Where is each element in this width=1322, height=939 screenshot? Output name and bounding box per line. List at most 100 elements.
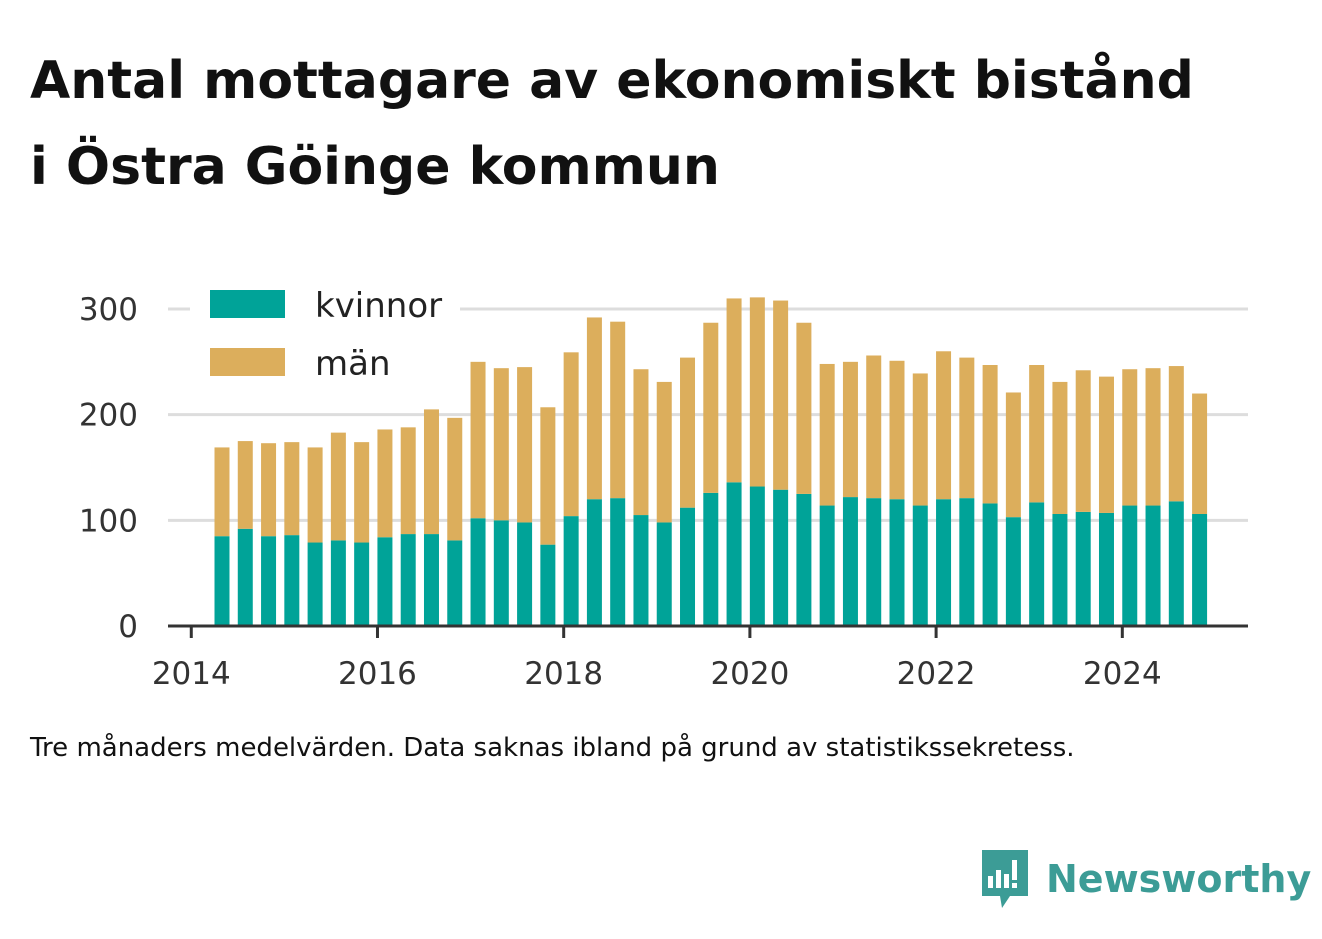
bar-kvinnor-29	[889, 499, 905, 626]
bar-man-38	[1098, 376, 1114, 513]
newsworthy-logo-icon	[982, 850, 1028, 908]
bar-man-16	[586, 317, 602, 500]
bar-man-17	[610, 321, 626, 499]
legend-label-man: män	[315, 344, 391, 384]
bar-man-37	[1075, 370, 1091, 512]
bar-kvinnor-0	[214, 536, 230, 626]
chart-title: Antal mottagare av ekonomiskt bistånd i …	[30, 38, 1300, 210]
bar-kvinnor-7	[377, 537, 393, 626]
bar-man-5	[330, 432, 346, 541]
bar-kvinnor-4	[307, 542, 323, 626]
x-tick-label-2018: 2018	[524, 656, 603, 692]
bar-man-26	[819, 363, 835, 506]
bar-kvinnor-33	[982, 503, 998, 626]
legend-swatch-kvinnor	[210, 290, 285, 318]
x-tick-label-2014: 2014	[152, 656, 231, 692]
bar-man-18	[633, 369, 649, 516]
bar-kvinnor-2	[261, 536, 277, 626]
y-tick-label-300: 300	[79, 292, 138, 328]
bar-man-42	[1192, 393, 1208, 514]
bar-kvinnor-14	[540, 544, 556, 626]
bar-man-7	[377, 429, 393, 538]
bar-man-40	[1145, 368, 1161, 506]
bar-man-41	[1168, 366, 1184, 502]
bar-kvinnor-26	[819, 505, 835, 626]
bar-kvinnor-39	[1122, 505, 1138, 626]
bar-kvinnor-22	[726, 482, 742, 626]
bar-kvinnor-32	[959, 498, 975, 626]
legend-label-kvinnor: kvinnor	[315, 286, 442, 326]
bar-man-20	[680, 357, 696, 508]
brand-name: Newsworthy	[1046, 857, 1312, 901]
bar-kvinnor-25	[796, 493, 812, 626]
bar-man-15	[563, 352, 579, 517]
bar-man-34	[1005, 392, 1021, 518]
bar-man-24	[773, 300, 789, 490]
bar-man-0	[214, 447, 230, 537]
bar-kvinnor-24	[773, 489, 789, 626]
bar-kvinnor-34	[1005, 517, 1021, 626]
bar-man-8	[400, 427, 416, 535]
bar-kvinnor-28	[866, 498, 882, 626]
stacked-bar-chart: 0 100 200 300 2014 2016 2018 2020 2022 2024 kvinno…	[78, 286, 1248, 692]
bar-man-25	[796, 322, 812, 494]
bar-kvinnor-23	[749, 486, 765, 626]
bar-man-27	[842, 361, 858, 498]
bar-kvinnor-35	[1029, 502, 1045, 626]
bar-man-2	[261, 443, 277, 537]
bar-man-23	[749, 297, 765, 487]
bar-kvinnor-36	[1052, 513, 1068, 626]
y-tick-label-100: 100	[79, 503, 138, 539]
bar-man-19	[656, 381, 672, 523]
bar-kvinnor-21	[703, 492, 719, 626]
bar-kvinnor-31	[936, 499, 952, 626]
bar-man-6	[354, 442, 370, 543]
bar-kvinnor-27	[842, 497, 858, 626]
bar-man-12	[493, 368, 509, 521]
x-tick-label-2020: 2020	[710, 656, 789, 692]
bar-kvinnor-5	[330, 540, 346, 626]
bar-kvinnor-38	[1098, 512, 1114, 626]
bar-kvinnor-3	[284, 535, 300, 626]
bar-kvinnor-16	[586, 499, 602, 626]
bar-kvinnor-40	[1145, 505, 1161, 626]
bar-man-14	[540, 407, 556, 545]
bar-man-31	[936, 351, 952, 500]
bar-man-22	[726, 298, 742, 483]
bar-kvinnor-42	[1192, 513, 1208, 626]
bar-man-21	[703, 322, 719, 493]
bar-man-29	[889, 360, 905, 500]
legend-swatch-man	[210, 348, 285, 376]
bar-man-4	[307, 447, 323, 543]
bar-man-9	[423, 409, 439, 535]
x-tick-label-2016: 2016	[338, 656, 417, 692]
bar-man-36	[1052, 381, 1068, 514]
y-tick-label-200: 200	[79, 398, 138, 434]
footnote: Tre månaders medelvärden. Data saknas ib…	[30, 733, 1075, 763]
y-tick-label-0: 0	[118, 609, 138, 645]
bar-kvinnor-20	[680, 507, 696, 626]
bar-man-35	[1029, 365, 1045, 503]
brand-logo[interactable]: Newsworthy	[980, 848, 1311, 910]
bar-kvinnor-37	[1075, 511, 1091, 626]
bar-kvinnor-18	[633, 515, 649, 626]
bar-man-3	[284, 442, 300, 536]
bar-kvinnor-13	[517, 522, 533, 626]
bar-kvinnor-12	[493, 520, 509, 626]
bar-kvinnor-17	[610, 498, 626, 626]
bar-kvinnor-15	[563, 516, 579, 626]
bar-man-1	[237, 441, 253, 529]
bar-man-33	[982, 365, 998, 504]
bar-kvinnor-11	[470, 518, 486, 626]
bar-man-10	[447, 417, 463, 541]
bar-kvinnor-41	[1168, 501, 1184, 626]
bar-man-28	[866, 355, 882, 499]
bar-kvinnor-6	[354, 542, 370, 626]
bar-kvinnor-1	[237, 528, 253, 626]
bar-man-13	[517, 367, 533, 523]
bar-kvinnor-10	[447, 540, 463, 626]
bar-kvinnor-19	[656, 522, 672, 626]
bar-man-30	[912, 373, 928, 506]
x-tick-label-2022: 2022	[897, 656, 976, 692]
x-tick-label-2024: 2024	[1083, 656, 1162, 692]
